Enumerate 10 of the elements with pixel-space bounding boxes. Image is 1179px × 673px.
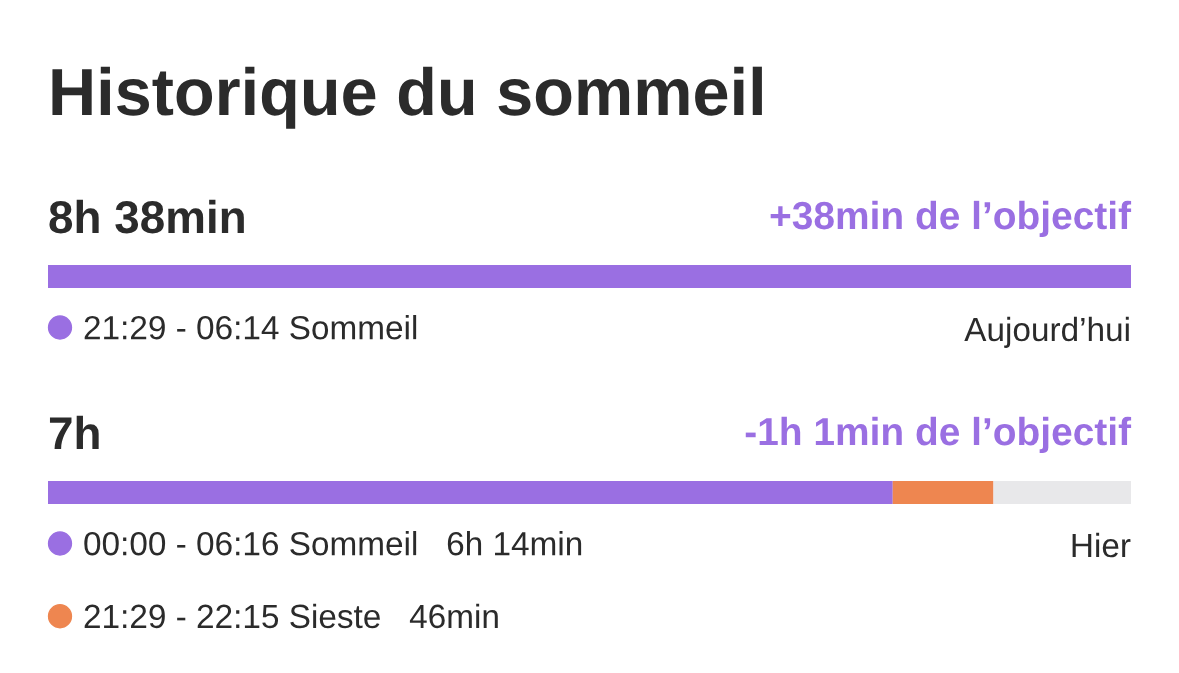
annotation: 8h 38min (49, 199, 244, 234)
legend-label: 00:00 - 06:16 Sommeil 6h 14min (84, 531, 582, 556)
legend-label: 21:29 - 22:15 Sieste 46min (84, 603, 498, 629)
chart-title: Historique du sommeil (52, 66, 762, 129)
annotation: +38min de l’objectif (770, 200, 1132, 238)
annotation: -1h 1min de l’objectif (745, 416, 1132, 454)
y-tick-label: Hier (1072, 532, 1131, 558)
annotation: 7h (49, 415, 99, 449)
y-tick-label: Aujourd’hui (964, 316, 1129, 348)
legend-label: 21:29 - 06:14 Sommeil (84, 315, 417, 340)
